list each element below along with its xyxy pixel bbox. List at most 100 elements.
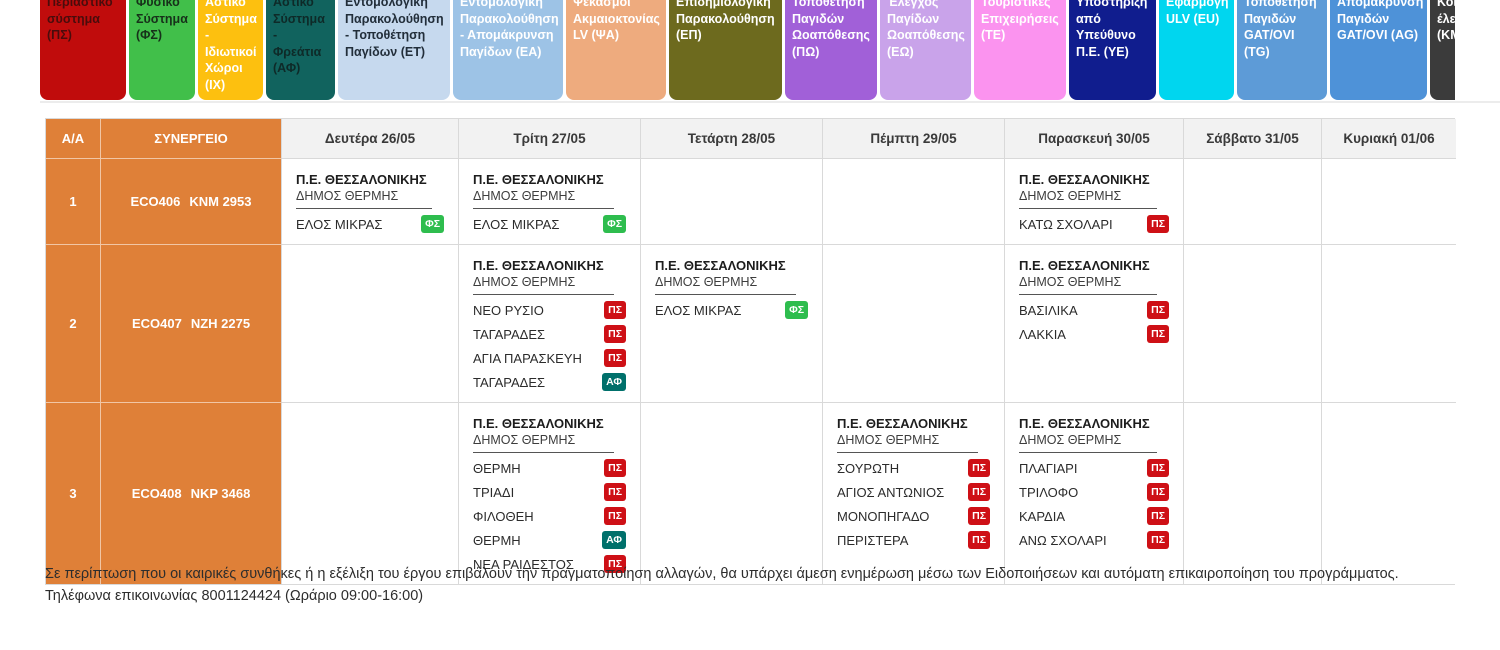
municipality: ΔΗΜΟΣ ΘΕΡΜΗΣ [296, 188, 432, 209]
activity-badge: ΠΣ [604, 554, 626, 574]
legend-item-tg: Τοποθέτηση Παγιδών GAT/OVI (TG) [1237, 0, 1327, 100]
locality-name: ΑΓΙΟΣ ΑΝΤΩΝΙΟΣ [837, 484, 945, 500]
col-header-monday: Δευτέρα 26/05 [282, 119, 459, 159]
locality-row: ΤΡΙΑΔΙ ΠΣ [473, 480, 626, 504]
legend-item-eu: Εφαρμογή ULV (EU) [1159, 0, 1234, 100]
legend-label: Εντομολογική Παρακολούθηση - Τοποθέτηση … [345, 0, 444, 59]
locality-name: ΜΟΝΟΠΗΓΑΔΟ [837, 508, 930, 524]
locality-name: ΣΟΥΡΩΤΗ [837, 460, 900, 476]
activity-legend[interactable]: Περιαστικό σύστημα (ΠΣ) Φυσικό Σύστημα (… [40, 0, 1455, 101]
locality-row: ΚΑΤΩ ΣΧΟΛΑΡΙ ΠΣ [1019, 212, 1169, 236]
legend-item-te: Τουριστικές Επιχειρήσεις (ΤΕ) [974, 0, 1066, 100]
locality-name: ΤΡΙΑΔΙ [473, 484, 515, 500]
locality-row: ΝΕΑ ΡΑΙΔΕΣΤΟΣ ΠΣ [473, 552, 626, 576]
regional-unit: Π.Ε. ΘΕΣΣΑΛΟΝΙΚΗΣ [655, 258, 786, 273]
locality-name: ΠΛΑΓΙΑΡΙ [1019, 460, 1078, 476]
activity-badge: ΠΣ [604, 458, 626, 478]
legend-item-po: Τοποθέτηση Παγιδών Ωοαπόθεσης (ΠΩ) [785, 0, 877, 100]
day-cell-saturday [1184, 159, 1322, 245]
activity-badge: ΠΣ [1147, 530, 1169, 550]
locality-name: ΝΕΑ ΡΑΙΔΕΣΤΟΣ [473, 556, 574, 572]
crew-cell: ECO406 KNM 2953 [101, 159, 282, 245]
day-cell-tuesday: Π.Ε. ΘΕΣΣΑΛΟΝΙΚΗΣ ΔΗΜΟΣ ΘΕΡΜΗΣ ΕΛΟΣ ΜΙΚΡ… [459, 159, 641, 245]
regional-unit: Π.Ε. ΘΕΣΣΑΛΟΝΙΚΗΣ [473, 258, 604, 273]
day-cell-wednesday: Π.Ε. ΘΕΣΣΑΛΟΝΙΚΗΣ ΔΗΜΟΣ ΘΕΡΜΗΣ ΕΛΟΣ ΜΙΚΡ… [641, 245, 823, 403]
legend-label: Τουριστικές Επιχειρήσεις (ΤΕ) [981, 0, 1059, 42]
crew-plate: NKP 3468 [190, 486, 251, 501]
locality-row: ΠΛΑΓΙΑΡΙ ΠΣ [1019, 456, 1169, 480]
municipality: ΔΗΜΟΣ ΘΕΡΜΗΣ [837, 432, 978, 453]
legend-item-af: Αστικό Σύστημα - Φρεάτια (ΑΦ) [266, 0, 335, 100]
locality-name: ΘΕΡΜΗ [473, 460, 521, 476]
table-row: 1 ECO406 KNM 2953 Π.Ε. ΘΕΣΣΑΛΟΝΙΚΗΣ ΔΗΜΟ… [46, 159, 1456, 245]
activity-badge: ΦΣ [785, 300, 808, 320]
locality-row: ΑΝΩ ΣΧΟΛΑΡΙ ΠΣ [1019, 528, 1169, 552]
locality-name: ΚΑΤΩ ΣΧΟΛΑΡΙ [1019, 216, 1113, 232]
day-cell-wednesday [641, 403, 823, 584]
day-cell-thursday [823, 245, 1005, 403]
locality-row: ΣΟΥΡΩΤΗ ΠΣ [837, 456, 990, 480]
day-cell-sunday [1322, 403, 1456, 584]
activity-badge: ΠΣ [1147, 214, 1169, 234]
locality-name: ΠΕΡΙΣΤΕΡΑ [837, 532, 909, 548]
legend-scroll-track [40, 101, 1500, 103]
day-cell-monday [282, 403, 459, 584]
table-row: 3 ECO408 NKP 3468 Π.Ε. ΘΕΣΣΑΛΟΝΙΚΗΣ ΔΗΜΟ… [46, 403, 1456, 584]
legend-item-ea: Εντομολογική Παρακολούθηση - Απομάκρυνση… [453, 0, 563, 100]
day-cell-sunday [1322, 159, 1456, 245]
day-cell-friday: Π.Ε. ΘΕΣΣΑΛΟΝΙΚΗΣ ΔΗΜΟΣ ΘΕΡΜΗΣ ΠΛΑΓΙΑΡΙ … [1005, 403, 1184, 584]
legend-item-ye: Υποστήριξη από Υπεύθυνο Π.Ε. (ΥΕ) [1069, 0, 1156, 100]
regional-unit: Π.Ε. ΘΕΣΣΑΛΟΝΙΚΗΣ [473, 416, 604, 431]
legend-label: Τοποθέτηση Παγιδών GAT/OVI (TG) [1244, 0, 1317, 59]
locality-name: ΒΑΣΙΛΙΚΑ [1019, 302, 1078, 318]
locality-name: ΛΑΚΚΙΑ [1019, 326, 1066, 342]
col-header-thursday: Πέμπτη 29/05 [823, 119, 1005, 159]
footer-notes: Σε περίπτωση που οι καιρικές συνθήκες ή … [45, 563, 1425, 607]
locality-row: ΜΟΝΟΠΗΓΑΔΟ ΠΣ [837, 504, 990, 528]
locality-name: ΤΡΙΛΟΦΟ [1019, 484, 1079, 500]
locality-row: ΤΑΓΑΡΑΔΕΣ ΑΦ [473, 370, 626, 394]
col-header-wednesday: Τετάρτη 28/05 [641, 119, 823, 159]
legend-item-ep: Επιδημιολογική Παρακολούθηση (ΕΠ) [669, 0, 782, 100]
regional-unit: Π.Ε. ΘΕΣΣΑΛΟΝΙΚΗΣ [1019, 416, 1150, 431]
municipality: ΔΗΜΟΣ ΘΕΡΜΗΣ [473, 188, 614, 209]
legend-label: Αστικό Σύστημα - Ιδιωτικοί Χώροι (ΙΧ) [205, 0, 257, 92]
activity-badge: ΑΦ [602, 372, 626, 392]
municipality: ΔΗΜΟΣ ΘΕΡΜΗΣ [1019, 274, 1157, 295]
contact-phone-text: Τηλέφωνα επικοινωνίας 8001124424 (Ωράριο… [45, 588, 424, 604]
locality-row: ΑΓΙΑ ΠΑΡΑΣΚΕΥΗ ΠΣ [473, 346, 626, 370]
activity-badge: ΠΣ [1147, 458, 1169, 478]
legend-label: Ψεκασμοί Ακμαιοκτονίας LV (ΨΑ) [573, 0, 660, 42]
locality-row: ΕΛΟΣ ΜΙΚΡΑΣ ΦΣ [296, 212, 444, 236]
locality-row: ΤΡΙΛΟΦΟ ΠΣ [1019, 480, 1169, 504]
day-cell-wednesday [641, 159, 823, 245]
day-cell-monday: Π.Ε. ΘΕΣΣΑΛΟΝΙΚΗΣ ΔΗΜΟΣ ΘΕΡΜΗΣ ΕΛΟΣ ΜΙΚΡ… [282, 159, 459, 245]
legend-item-eo: Έλεγχος Παγίδων Ωοαπόθεσης (ΕΩ) [880, 0, 971, 100]
day-cell-thursday: Π.Ε. ΘΕΣΣΑΛΟΝΙΚΗΣ ΔΗΜΟΣ ΘΕΡΜΗΣ ΣΟΥΡΩΤΗ Π… [823, 403, 1005, 584]
legend-label: Εφαρμογή ULV (EU) [1166, 0, 1229, 26]
locality-row: ΦΙΛΟΘΕΗ ΠΣ [473, 504, 626, 528]
locality-name: ΤΑΓΑΡΑΔΕΣ [473, 326, 546, 342]
aa-cell: 3 [46, 403, 101, 584]
municipality: ΔΗΜΟΣ ΘΕΡΜΗΣ [473, 432, 614, 453]
locality-row: ΕΛΟΣ ΜΙΚΡΑΣ ΦΣ [655, 298, 808, 322]
municipality: ΔΗΜΟΣ ΘΕΡΜΗΣ [1019, 432, 1157, 453]
day-cell-saturday [1184, 245, 1322, 403]
locality-row: ΚΑΡΔΙΑ ΠΣ [1019, 504, 1169, 528]
locality-row: ΛΑΚΚΙΑ ΠΣ [1019, 322, 1169, 346]
locality-name: ΝΕΟ ΡΥΣΙΟ [473, 302, 544, 318]
activity-badge: ΠΣ [1147, 482, 1169, 502]
locality-name: ΕΛΟΣ ΜΙΚΡΑΣ [473, 216, 560, 232]
legend-label: Εντομολογική Παρακολούθηση - Απομάκρυνση… [460, 0, 559, 59]
municipality: ΔΗΜΟΣ ΘΕΡΜΗΣ [473, 274, 614, 295]
day-cell-sunday [1322, 245, 1456, 403]
locality-row: ΒΑΣΙΛΙΚΑ ΠΣ [1019, 298, 1169, 322]
crew-plate: KNM 2953 [189, 194, 252, 209]
locality-name: ΕΛΟΣ ΜΙΚΡΑΣ [296, 216, 383, 232]
locality-name: ΦΙΛΟΘΕΗ [473, 508, 534, 524]
legend-label: Επιδημιολογική Παρακολούθηση (ΕΠ) [676, 0, 775, 42]
municipality: ΔΗΜΟΣ ΘΕΡΜΗΣ [655, 274, 796, 295]
regional-unit: Π.Ε. ΘΕΣΣΑΛΟΝΙΚΗΣ [837, 416, 968, 431]
locality-row: ΘΕΡΜΗ ΠΣ [473, 456, 626, 480]
regional-unit: Π.Ε. ΘΕΣΣΑΛΟΝΙΚΗΣ [1019, 172, 1150, 187]
